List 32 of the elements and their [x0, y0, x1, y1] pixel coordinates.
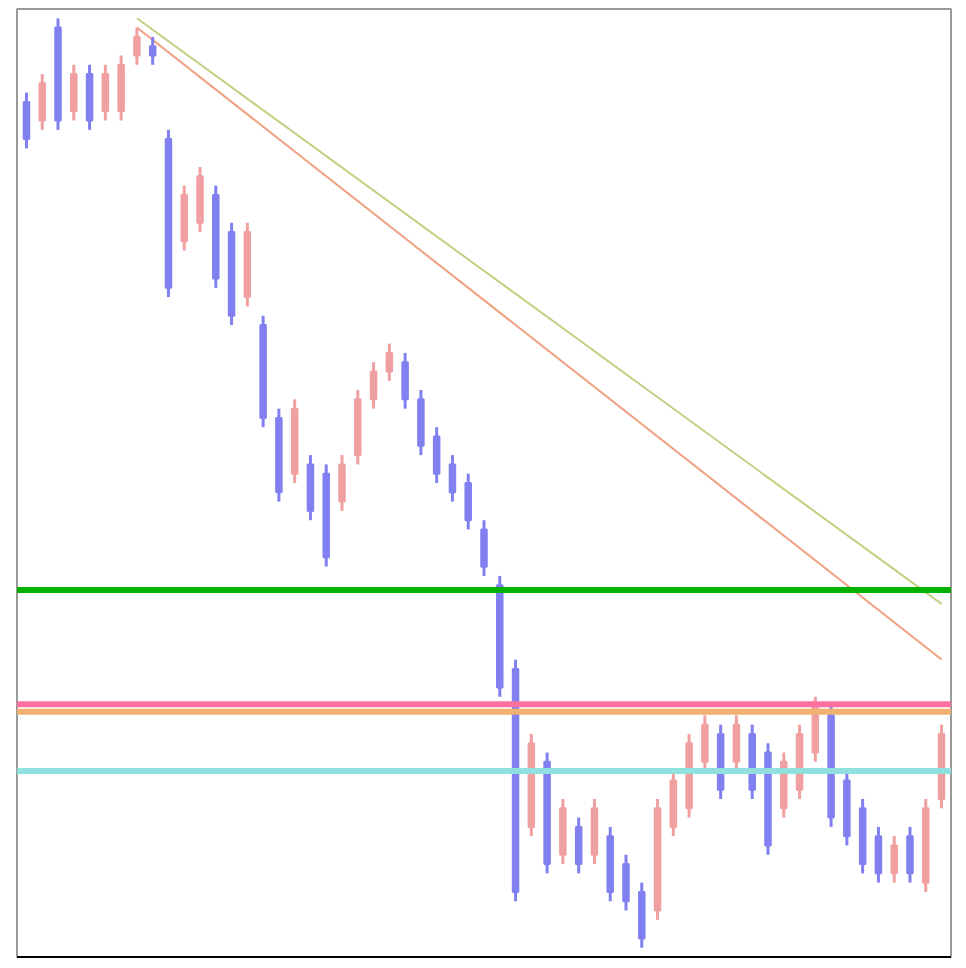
candlestick — [874, 825, 883, 885]
candlestick — [590, 797, 599, 866]
candlestick — [780, 751, 788, 820]
candlestick — [22, 91, 31, 150]
candlestick — [732, 713, 741, 773]
candlestick — [559, 797, 567, 866]
candlestick — [369, 360, 378, 411]
candlestick — [117, 53, 125, 123]
candlestick — [432, 425, 441, 485]
candlestick — [180, 184, 188, 253]
candlestick — [448, 453, 457, 504]
candlestick — [906, 825, 914, 885]
candlestick — [401, 351, 409, 411]
candlestick — [669, 769, 678, 838]
candlestick — [638, 881, 646, 950]
candlestick — [385, 342, 394, 383]
candlestick — [306, 453, 315, 522]
candlestick — [464, 472, 472, 531]
candlestick — [38, 72, 46, 132]
candlestick — [70, 63, 78, 123]
candlestick — [148, 35, 157, 67]
candlestick — [417, 388, 425, 457]
candlestick — [890, 834, 898, 885]
candlestick — [338, 453, 346, 513]
candlestick — [101, 63, 110, 123]
candlestick — [622, 853, 630, 913]
candlestick — [701, 713, 709, 773]
candlestick — [133, 26, 141, 67]
candlestick — [196, 165, 204, 234]
candlestick — [574, 816, 583, 875]
candlestick — [480, 518, 488, 578]
candlestick — [85, 63, 94, 132]
